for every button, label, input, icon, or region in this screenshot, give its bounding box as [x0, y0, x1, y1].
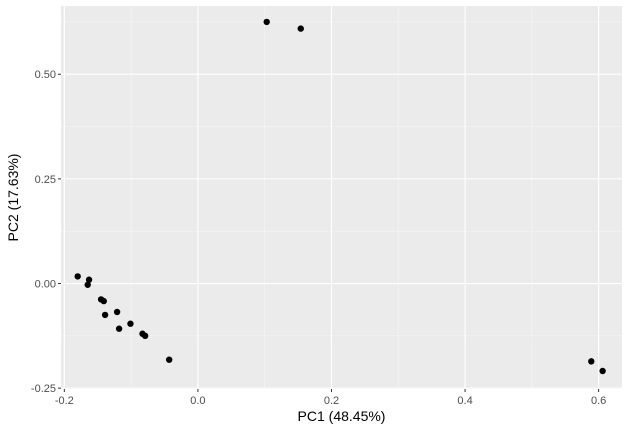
x-tick-label: 0.4 [457, 395, 472, 407]
data-point [113, 308, 121, 316]
x-axis-title: PC1 (48.45%) [298, 408, 386, 424]
x-tick-label: 0.0 [190, 395, 205, 407]
data-point [588, 358, 595, 365]
x-axis-ticks: -0.2 0.0 0.2 0.4 0.6 [55, 389, 606, 407]
data-point [141, 332, 149, 340]
data-point [115, 325, 123, 332]
data-point [85, 276, 93, 283]
data-point [165, 356, 173, 363]
x-tick-label: -0.2 [55, 395, 74, 407]
data-point [297, 25, 304, 32]
data-point [100, 297, 107, 305]
y-tick-label: 0.25 [35, 174, 56, 186]
y-axis-title: PC2 (17.63%) [5, 154, 21, 242]
data-point [74, 273, 81, 280]
data-point [599, 367, 606, 375]
y-tick-label: 0.50 [35, 69, 56, 81]
grid-lines [61, 6, 622, 389]
y-axis-ticks: -0.25 0.00 0.25 0.50 [31, 69, 61, 395]
data-points [74, 18, 606, 375]
x-tick-label: 0.6 [591, 395, 606, 407]
x-tick-label: 0.2 [324, 395, 339, 407]
data-point [127, 320, 134, 327]
plot-panel [61, 6, 622, 389]
data-point [84, 281, 91, 288]
y-tick-label: 0.00 [35, 279, 56, 291]
data-point [263, 18, 270, 26]
y-tick-label: -0.25 [31, 383, 56, 395]
data-point [101, 311, 109, 319]
